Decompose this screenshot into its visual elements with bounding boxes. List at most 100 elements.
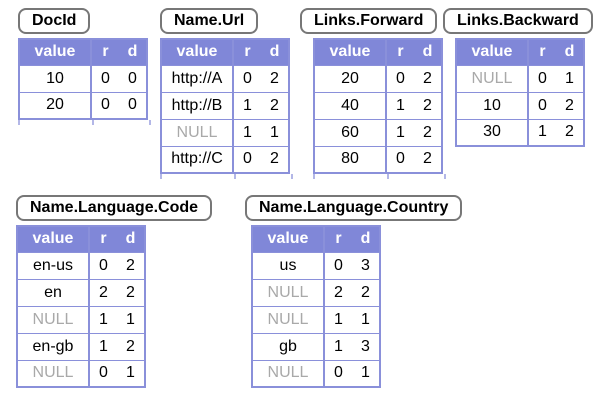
- col-header-d: d: [261, 39, 289, 65]
- col-header-value: value: [19, 39, 92, 65]
- cell-r: 2: [89, 278, 117, 306]
- cell-d: 2: [117, 278, 145, 306]
- table-row: en-gb 1 2: [17, 332, 145, 360]
- table-title-name-language-country: Name.Language.Country: [245, 195, 463, 221]
- col-header-value: value: [161, 39, 234, 65]
- table-row: 10 0 0: [19, 64, 147, 92]
- cell-d: 1: [352, 305, 380, 333]
- cell-d: 2: [414, 118, 442, 146]
- cell-value: us: [252, 251, 325, 279]
- cell-r: 1: [89, 305, 117, 333]
- header-row: value r d: [314, 39, 442, 65]
- table-row: NULL 0 1: [17, 359, 145, 387]
- table-row: NULL 1 1: [252, 305, 380, 333]
- grid-stub: [313, 174, 315, 179]
- cell-r: 0: [324, 251, 352, 279]
- table-row: NULL 1 1: [161, 118, 289, 146]
- table-grid-stubs: [313, 174, 446, 180]
- cell-value: gb: [252, 332, 325, 360]
- table-row: NULL 1 1: [17, 305, 145, 333]
- cell-r: 0: [324, 359, 352, 387]
- column-table-docid: value r d 10 0 0 20 0 0: [18, 38, 148, 120]
- col-header-r: r: [233, 39, 261, 65]
- table-title-label: Links.Backward: [457, 12, 579, 29]
- cell-r: 0: [386, 64, 414, 92]
- cell-value: NULL: [17, 359, 90, 387]
- cell-value: 30: [456, 118, 529, 146]
- grid-stub: [234, 174, 236, 179]
- table-group-name-language-country: Name.Language.Country value r d us 0 3 N…: [245, 195, 463, 388]
- cell-r: 0: [89, 359, 117, 387]
- cell-value: 40: [314, 91, 387, 119]
- cell-value: 10: [19, 64, 92, 92]
- cell-d: 2: [261, 91, 289, 119]
- cell-d: 1: [556, 64, 584, 92]
- table-row: gb 1 3: [252, 332, 380, 360]
- cell-d: 2: [556, 91, 584, 119]
- cell-r: 1: [386, 91, 414, 119]
- col-header-value: value: [252, 226, 325, 252]
- column-table-name-language-country: value r d us 0 3 NULL 2 2 NULL 1: [251, 225, 381, 388]
- table-title-name-language-code: Name.Language.Code: [16, 195, 213, 221]
- table-title-name-url: Name.Url: [160, 8, 259, 34]
- table-group-docid: DocId value r d 10 0 0 20 0 0: [18, 8, 151, 126]
- cell-r: 1: [233, 118, 261, 146]
- table-row: en 2 2: [17, 278, 145, 306]
- cell-r: 1: [386, 118, 414, 146]
- col-header-value: value: [456, 39, 529, 65]
- cell-r: 0: [91, 64, 119, 92]
- col-header-r: r: [89, 226, 117, 252]
- cell-value: NULL: [17, 305, 90, 333]
- table-row: NULL 2 2: [252, 278, 380, 306]
- col-header-d: d: [556, 39, 584, 65]
- cell-r: 0: [89, 251, 117, 279]
- table-row: 20 0 2: [314, 64, 442, 92]
- cell-d: 3: [352, 251, 380, 279]
- col-header-d: d: [352, 226, 380, 252]
- cell-d: 2: [352, 278, 380, 306]
- table-title-label: DocId: [32, 12, 77, 29]
- cell-r: 0: [528, 64, 556, 92]
- table-row: http://A 0 2: [161, 64, 289, 92]
- header-row: value r d: [19, 39, 147, 65]
- table-title-label: Name.Language.Code: [30, 199, 199, 216]
- column-table-name-url: value r d http://A 0 2 http://B 1 2 NULL: [160, 38, 290, 174]
- cell-d: 1: [352, 359, 380, 387]
- table-row: 40 1 2: [314, 91, 442, 119]
- table-title-links-forward: Links.Forward: [300, 8, 438, 34]
- table-row: us 0 3: [252, 251, 380, 279]
- cell-d: 0: [119, 91, 147, 119]
- table-title-docid: DocId: [18, 8, 91, 34]
- cell-value: 60: [314, 118, 387, 146]
- cell-value: NULL: [252, 278, 325, 306]
- cell-r: 1: [89, 332, 117, 360]
- col-header-value: value: [314, 39, 387, 65]
- col-header-r: r: [324, 226, 352, 252]
- cell-d: 2: [261, 64, 289, 92]
- table-group-links-forward: Links.Forward value r d 20 0 2 40 1: [300, 8, 446, 180]
- cell-value: en-gb: [17, 332, 90, 360]
- cell-r: 1: [324, 305, 352, 333]
- table-title-label: Name.Url: [174, 12, 245, 29]
- col-header-d: d: [119, 39, 147, 65]
- cell-d: 1: [117, 305, 145, 333]
- col-header-r: r: [91, 39, 119, 65]
- table-row: http://C 0 2: [161, 145, 289, 173]
- table-title-label: Name.Language.Country: [259, 199, 449, 216]
- cell-r: 0: [91, 91, 119, 119]
- cell-value: 10: [456, 91, 529, 119]
- cell-d: 2: [117, 332, 145, 360]
- grid-stub: [387, 174, 389, 179]
- header-row: value r d: [252, 226, 380, 252]
- cell-value: http://A: [161, 64, 234, 92]
- cell-value: 80: [314, 145, 387, 173]
- table-group-name-url: Name.Url value r d http://A 0 2 http://B…: [160, 8, 293, 180]
- column-table-name-language-code: value r d en-us 0 2 en 2 2 NULL: [16, 225, 146, 388]
- grid-stub: [149, 120, 151, 125]
- cell-d: 3: [352, 332, 380, 360]
- cell-r: 0: [233, 145, 261, 173]
- col-header-value: value: [17, 226, 90, 252]
- table-grid-stubs: [160, 174, 293, 180]
- table-row: NULL 0 1: [456, 64, 584, 92]
- table-row: 30 1 2: [456, 118, 584, 146]
